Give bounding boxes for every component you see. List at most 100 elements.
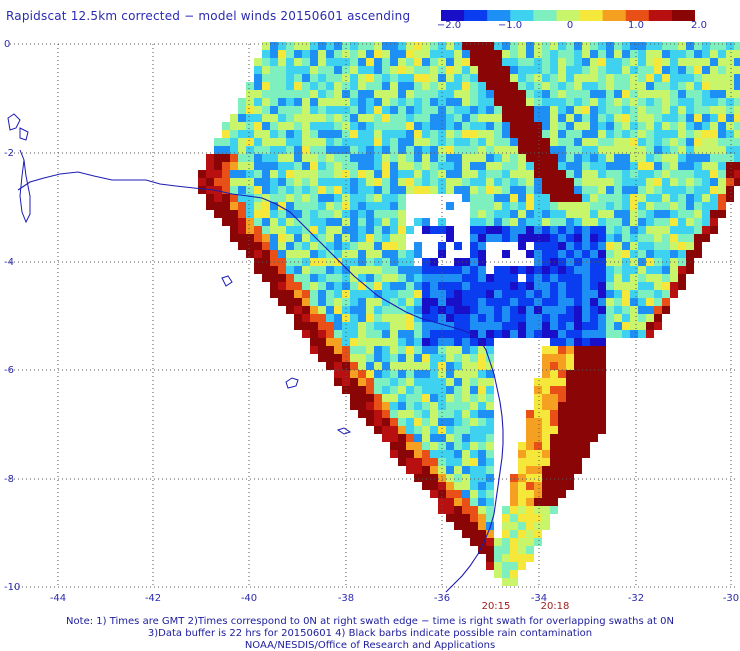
swath-cell: [398, 346, 406, 354]
swath-cell: [550, 402, 558, 410]
swath-cell: [622, 42, 630, 50]
swath-cell: [670, 138, 678, 146]
swath-cell: [326, 178, 334, 186]
swath-cell: [606, 234, 614, 242]
swath-cell: [310, 306, 318, 314]
swath-cell: [350, 178, 358, 186]
swath-cell: [726, 170, 734, 178]
swath-cell: [558, 58, 566, 66]
swath-cell: [278, 234, 286, 242]
swath-cell: [286, 170, 294, 178]
swath-cell: [286, 266, 294, 274]
swath-cell: [310, 266, 318, 274]
swath-cell: [366, 58, 374, 66]
swath-cell: [438, 410, 446, 418]
swath-cell: [478, 154, 486, 162]
swath-cell: [662, 234, 670, 242]
swath-cell: [718, 170, 726, 178]
swath-cell: [590, 130, 598, 138]
swath-cell: [422, 442, 430, 450]
swath-cell: [326, 50, 334, 58]
swath-cell: [342, 82, 350, 90]
swath-cell: [502, 162, 510, 170]
swath-cell: [366, 306, 374, 314]
swath-cell: [438, 330, 446, 338]
swath-cell: [366, 266, 374, 274]
swath-cell: [502, 90, 510, 98]
swath-cell: [614, 330, 622, 338]
swath-cell: [518, 186, 526, 194]
swath-cell: [606, 186, 614, 194]
swath-cell: [574, 458, 582, 466]
swath-cell: [238, 170, 246, 178]
swath-cell: [630, 170, 638, 178]
swath-cell: [350, 266, 358, 274]
swath-cell: [358, 322, 366, 330]
swath-cell: [710, 226, 718, 234]
swath-cell: [566, 210, 574, 218]
swath-cell: [518, 242, 526, 250]
swath-cell: [486, 394, 494, 402]
swath-cell: [654, 194, 662, 202]
swath-cell: [534, 506, 542, 514]
swath-cell: [318, 250, 326, 258]
swath-cell: [454, 402, 462, 410]
swath-cell: [502, 138, 510, 146]
swath-cell: [558, 370, 566, 378]
swath-cell: [406, 98, 414, 106]
swath-cell: [678, 122, 686, 130]
swath-cell: [566, 410, 574, 418]
swath-cell: [358, 410, 366, 418]
swath-cell: [710, 154, 718, 162]
swath-cell: [326, 98, 334, 106]
swath-cell: [470, 482, 478, 490]
swath-cell: [302, 274, 310, 282]
swath-cell: [542, 266, 550, 274]
swath-cell: [398, 370, 406, 378]
swath-cell: [670, 202, 678, 210]
swath-cell: [326, 298, 334, 306]
swath-cell: [502, 562, 510, 570]
swath-cell: [382, 154, 390, 162]
swath-cell: [662, 66, 670, 74]
swath-cell: [638, 82, 646, 90]
swath-cell: [366, 186, 374, 194]
swath-cell: [638, 322, 646, 330]
swath-cell: [590, 418, 598, 426]
swath-cell: [694, 194, 702, 202]
swath-cell: [398, 442, 406, 450]
swath-cell: [534, 218, 542, 226]
swath-cell: [478, 386, 486, 394]
swath-cell: [302, 90, 310, 98]
swath-cell: [398, 282, 406, 290]
swath-cell: [374, 378, 382, 386]
swath-cell: [286, 74, 294, 82]
swath-cell: [622, 234, 630, 242]
swath-cell: [414, 98, 422, 106]
swath-cell: [486, 122, 494, 130]
swath-cell: [558, 266, 566, 274]
swath-cell: [654, 282, 662, 290]
swath-cell: [326, 194, 334, 202]
swath-cell: [574, 218, 582, 226]
swath-cell: [446, 506, 454, 514]
swath-cell: [574, 322, 582, 330]
swath-cell: [374, 410, 382, 418]
swath-cell: [606, 50, 614, 58]
swath-cell: [566, 154, 574, 162]
swath-cell: [334, 306, 342, 314]
swath-cell: [654, 250, 662, 258]
swath-cell: [374, 234, 382, 242]
swath-cell: [510, 314, 518, 322]
swath-cell: [678, 130, 686, 138]
swath-cell: [526, 314, 534, 322]
swath-cell: [630, 274, 638, 282]
swath-cell: [630, 178, 638, 186]
swath-cell: [414, 306, 422, 314]
swath-cell: [462, 378, 470, 386]
swath-cell: [494, 234, 502, 242]
swath-cell: [542, 378, 550, 386]
swath-cell: [518, 514, 526, 522]
swath-cell: [614, 98, 622, 106]
swath-cell: [542, 426, 550, 434]
